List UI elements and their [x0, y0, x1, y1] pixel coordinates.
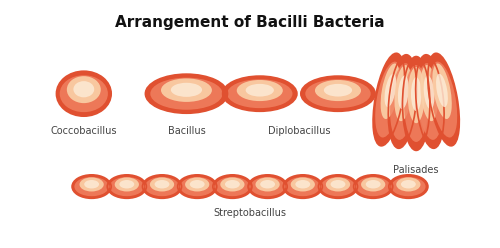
Ellipse shape — [283, 175, 323, 198]
Ellipse shape — [380, 63, 400, 119]
Ellipse shape — [161, 78, 212, 102]
Ellipse shape — [436, 74, 448, 107]
Ellipse shape — [56, 71, 111, 116]
Ellipse shape — [389, 175, 428, 198]
Ellipse shape — [150, 78, 222, 110]
Ellipse shape — [388, 55, 416, 148]
Ellipse shape — [420, 65, 438, 121]
Ellipse shape — [220, 177, 244, 191]
Ellipse shape — [260, 180, 275, 188]
Ellipse shape — [150, 177, 174, 191]
Ellipse shape — [110, 177, 144, 196]
Ellipse shape — [171, 83, 202, 97]
Ellipse shape — [114, 177, 139, 191]
Ellipse shape — [398, 75, 408, 109]
Ellipse shape — [180, 177, 214, 196]
Text: Streptobacillus: Streptobacillus — [214, 208, 286, 218]
Ellipse shape — [408, 67, 424, 123]
Ellipse shape — [108, 175, 146, 198]
Ellipse shape — [84, 180, 99, 188]
Ellipse shape — [236, 80, 283, 101]
Ellipse shape — [222, 76, 297, 111]
Ellipse shape — [185, 177, 210, 191]
Ellipse shape — [418, 63, 442, 140]
Ellipse shape — [60, 75, 108, 112]
Ellipse shape — [178, 175, 217, 198]
Ellipse shape — [301, 76, 375, 111]
Ellipse shape — [306, 79, 370, 108]
Ellipse shape — [402, 57, 430, 150]
Ellipse shape — [120, 180, 134, 188]
Ellipse shape — [366, 180, 380, 188]
Ellipse shape — [354, 175, 393, 198]
Text: Bacillus: Bacillus — [168, 126, 205, 136]
Ellipse shape — [250, 177, 285, 196]
Ellipse shape — [248, 175, 287, 198]
Ellipse shape — [146, 74, 228, 113]
Ellipse shape — [416, 55, 444, 148]
Ellipse shape — [375, 62, 402, 137]
Ellipse shape — [404, 65, 428, 142]
Ellipse shape — [246, 84, 274, 96]
Ellipse shape — [215, 177, 250, 196]
Ellipse shape — [74, 177, 109, 196]
Text: Diplobacillus: Diplobacillus — [268, 126, 330, 136]
Ellipse shape — [318, 175, 358, 198]
Ellipse shape — [67, 76, 101, 103]
Ellipse shape — [213, 175, 252, 198]
Ellipse shape — [384, 74, 396, 107]
Ellipse shape — [411, 77, 422, 111]
Ellipse shape — [424, 75, 434, 109]
Ellipse shape — [296, 180, 310, 188]
Ellipse shape — [391, 177, 426, 196]
Ellipse shape — [390, 63, 415, 140]
Ellipse shape — [401, 180, 416, 188]
Ellipse shape — [428, 53, 460, 146]
Ellipse shape — [361, 177, 386, 191]
Ellipse shape — [430, 62, 457, 137]
Ellipse shape — [80, 177, 104, 191]
Text: Coccobacillus: Coccobacillus — [50, 126, 117, 136]
Ellipse shape — [225, 180, 240, 188]
Text: Arrangement of Bacilli Bacteria: Arrangement of Bacilli Bacteria — [115, 15, 385, 31]
Ellipse shape — [321, 177, 355, 196]
Ellipse shape — [190, 180, 204, 188]
Ellipse shape — [227, 79, 292, 108]
Ellipse shape — [142, 175, 182, 198]
Ellipse shape — [324, 84, 352, 96]
Ellipse shape — [373, 53, 404, 146]
Ellipse shape — [256, 177, 280, 191]
Ellipse shape — [286, 177, 320, 196]
Ellipse shape — [356, 177, 390, 196]
Ellipse shape — [154, 180, 170, 188]
Ellipse shape — [396, 177, 420, 191]
Text: Palisades: Palisades — [394, 165, 439, 175]
Ellipse shape — [330, 180, 345, 188]
Ellipse shape — [315, 80, 361, 101]
Ellipse shape — [145, 177, 179, 196]
Ellipse shape — [72, 175, 111, 198]
Ellipse shape — [394, 65, 412, 121]
Ellipse shape — [432, 63, 452, 119]
Ellipse shape — [326, 177, 350, 191]
Ellipse shape — [290, 177, 315, 191]
Ellipse shape — [74, 81, 94, 97]
